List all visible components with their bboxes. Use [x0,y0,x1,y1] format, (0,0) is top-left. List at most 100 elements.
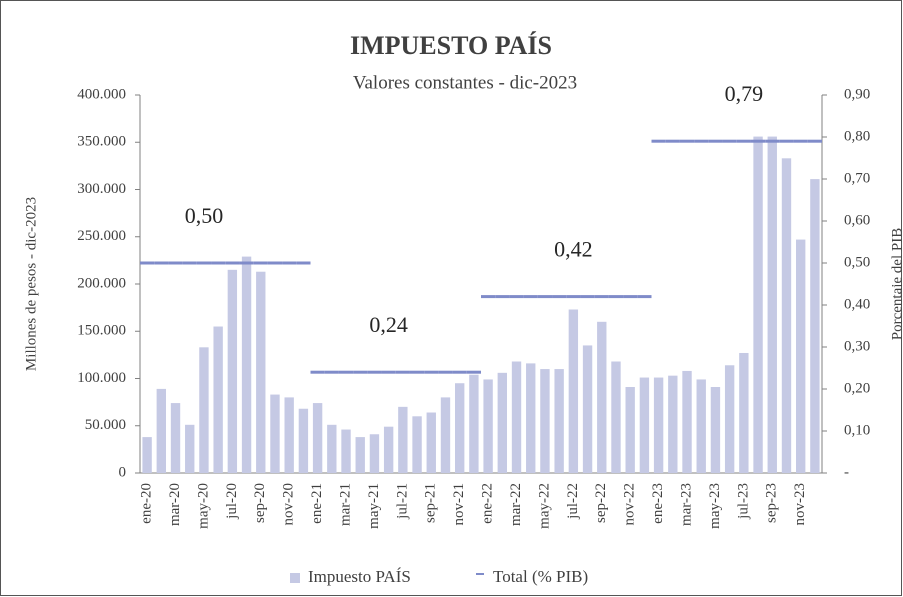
y2-tick-label: 0,70 [844,170,870,186]
y-tick-label: 400.000 [77,86,126,102]
bar [639,377,650,473]
x-tick-label: jul-21 [394,483,410,520]
x-tick-label: nov-20 [281,483,297,526]
bar [540,369,550,473]
bar [341,429,351,473]
bar [554,369,564,473]
y2-tick-label: 0,60 [844,212,870,228]
bar [739,352,749,473]
x-tick-label: ene-22 [480,483,496,524]
x-tick-label: mar-20 [167,483,183,526]
bar [199,347,209,473]
x-tick-label: nov-21 [451,483,467,526]
legend-label: Impuesto PAÍS [308,567,411,586]
bar [256,271,266,473]
x-tick-label: nov-23 [792,483,808,526]
bar [355,437,365,473]
x-tick-label: ene-21 [309,483,325,524]
bar [611,361,621,473]
y2-tick-label: 0,80 [844,128,870,144]
x-tick-label: may-20 [195,483,211,529]
bar [767,136,777,473]
x-tick-label: mar-23 [678,483,694,526]
x-tick-label: jul-22 [565,483,581,520]
data-label: 0,79 [725,81,764,106]
y-tick-label: 0 [119,464,127,480]
legend-swatch [290,573,300,583]
bar [483,379,493,473]
bar [412,416,422,473]
bar [810,179,820,474]
bar [383,426,394,473]
x-tick-label: jul-23 [735,483,751,520]
bar [568,309,579,473]
bar [653,377,664,473]
bar [454,383,465,473]
y2-tick-label: 0,30 [844,338,870,354]
bar [142,437,152,473]
data-label: 0,42 [554,237,593,262]
x-tick-label: sep-22 [593,483,609,523]
bar [469,374,479,473]
legend-label: Total (% PIB) [493,567,588,586]
bar [440,397,451,473]
bar [227,269,238,473]
x-tick-label: ene-23 [650,483,666,524]
bar [213,326,223,473]
y2-tick-label: 0,50 [844,254,870,270]
bar [511,361,522,473]
bar [582,345,593,473]
bar [682,370,692,473]
bar [497,372,508,473]
bar [668,375,678,473]
y2-tick-label: 0,20 [844,380,870,396]
y2-label-group: Porcentaje del PIB [889,228,903,340]
bar [696,379,706,473]
y-tick-label: 50.000 [85,417,126,433]
chart-title: IMPUESTO PAÍS [350,31,552,60]
bar [369,434,380,473]
bar [753,136,763,473]
y2-axis-label: Porcentaje del PIB [889,228,903,340]
y-tick-label: 350.000 [77,134,126,150]
y2-tick-label: 0,10 [844,422,870,438]
data-label: 0,50 [185,203,224,228]
bar [398,406,408,473]
bar [170,403,181,473]
y-tick-label: 250.000 [77,228,126,244]
x-tick-label: jul-20 [224,483,240,520]
chart-subtitle: Valores constantes - dic-2023 [353,72,577,93]
x-tick-label: mar-22 [508,483,524,526]
x-tick-label: may-23 [707,483,723,529]
bar [270,394,280,473]
y-tick-label: 100.000 [77,370,126,386]
x-tick-label: may-21 [366,483,382,529]
x-tick-label: mar-21 [337,483,353,526]
x-tick-label: nov-22 [622,483,638,526]
y-tick-label: 300.000 [77,181,126,197]
bar [597,321,607,473]
bar [185,424,195,473]
bar [724,365,735,473]
y2-tick-label: - [844,464,849,480]
bar [526,363,536,473]
y2-tick-label: 0,90 [844,86,870,102]
bar [426,412,436,473]
bar [312,403,323,473]
y2-tick-label: 0,40 [844,296,870,312]
y-tick-label: 200.000 [77,275,126,291]
y-tick-label: 150.000 [77,323,126,339]
bar [241,256,252,473]
bar [298,408,309,473]
x-tick-label: may-22 [536,483,552,529]
bar [625,387,635,473]
x-tick-label: sep-20 [252,483,268,523]
x-tick-label: sep-23 [764,483,780,523]
bar [284,397,294,473]
bar [795,239,806,473]
bar [710,387,721,473]
data-label: 0,24 [369,312,408,337]
bar [327,424,337,473]
